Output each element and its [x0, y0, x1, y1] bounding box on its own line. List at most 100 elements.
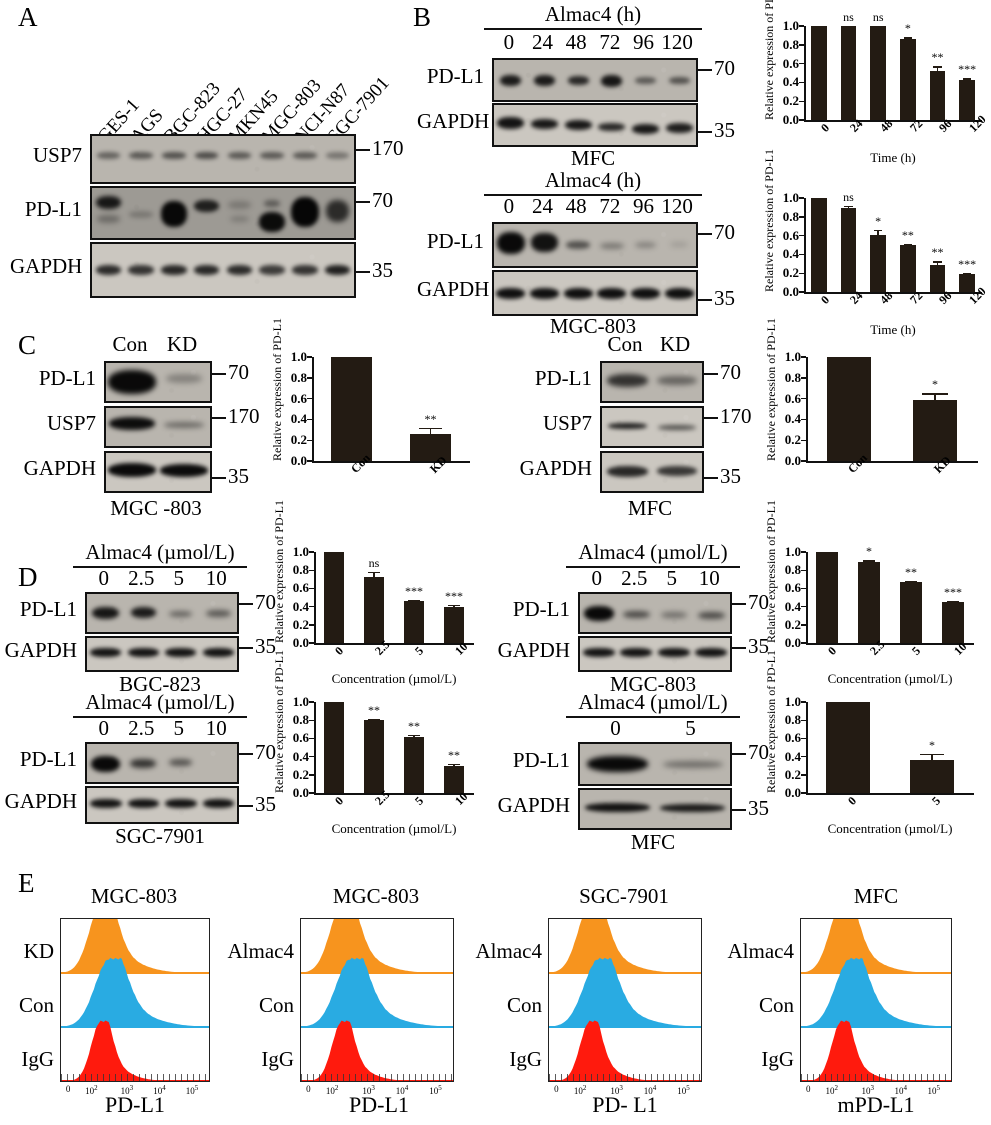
y-tick-mark [307, 397, 312, 400]
y-axis [806, 552, 808, 643]
y-tick-mark [309, 569, 314, 571]
error-cap [408, 734, 420, 737]
blot-band [159, 463, 209, 477]
blot-band [631, 287, 660, 299]
y-tick-mark [799, 119, 804, 121]
blot-box-pd-l1 [104, 361, 212, 403]
blot-band [669, 241, 689, 247]
mw-tick [732, 809, 746, 811]
y-axis [312, 357, 314, 461]
blot-band [96, 151, 121, 159]
y-tick-label: 0.4 [782, 246, 799, 262]
y-tick-mark [309, 737, 314, 740]
mw-tick [239, 753, 253, 755]
error-cap [904, 581, 918, 583]
flow-trace-label: IgG [509, 1046, 542, 1071]
blot-band [292, 265, 318, 275]
y-tick-label: 0.8 [784, 712, 801, 728]
y-axis-label: Relative expression of PD-L1 [764, 650, 778, 793]
blot-noise [494, 60, 696, 100]
lane-label: 5 [666, 566, 678, 590]
blot-band [291, 197, 319, 227]
error-cap [962, 78, 972, 80]
flow-x-tick: 105 [927, 1084, 941, 1096]
blot-box-pd-l1 [578, 592, 732, 634]
y-tick-mark [801, 551, 806, 553]
flow-x-axis-label: PD-L1 [349, 1092, 409, 1117]
mw-tick [239, 647, 253, 649]
bar [363, 577, 385, 643]
x-tick-label: 0 [332, 793, 347, 808]
blot-band [600, 242, 624, 249]
blot-band [632, 124, 659, 134]
y-tick-mark [799, 291, 804, 293]
bar [409, 433, 452, 461]
flow-axis-ticks [61, 1074, 209, 1081]
blot-band [129, 151, 153, 159]
blot-protein-label: PD-L1 [534, 366, 592, 390]
flow-trace-label: Con [758, 992, 794, 1017]
y-axis-label: Relative expression of PD-L1 [270, 318, 284, 461]
lane-label: KD [166, 332, 198, 356]
blot-band [229, 216, 250, 222]
blot-band [293, 151, 317, 159]
error-bar [877, 229, 879, 235]
x-axis-label: Concentration (µmol/L) [827, 671, 953, 686]
blot-header-title: Almac4 (h) [544, 2, 642, 26]
chart-d-sgc7901: 0.0 0.2 0.4 0.6 0.8 1.0 0 ** 2.5 ** 5 ** 10 Relative … [270, 650, 480, 836]
y-tick-mark [801, 439, 806, 441]
y-tick-mark [307, 377, 312, 379]
x-tick-label: 5 [412, 793, 427, 808]
y-tick-mark [801, 737, 806, 740]
blot-band [163, 421, 205, 428]
lane-label: Con [607, 332, 643, 356]
blot-band [657, 647, 690, 657]
panel-letter-c: C [18, 330, 37, 360]
blot-box-pd-l1 [90, 186, 356, 240]
error-cap [946, 600, 960, 603]
blot-band [500, 75, 522, 87]
error-bar [936, 261, 939, 265]
bar [900, 582, 922, 643]
blot-header-title: Almac4 (µmol/L) [85, 540, 235, 564]
chart-b-mgc803: 0.0 0.2 0.4 0.6 0.8 1.0 0 ns 24 * 48 ** 72 ** 96 *** 120… [760, 149, 989, 340]
blot-protein-label: GAPDH [4, 789, 77, 813]
y-tick-label: 0.4 [782, 74, 799, 90]
mw-label: 35 [748, 796, 769, 820]
blot-box-gapdh [90, 242, 356, 298]
bar [826, 702, 870, 793]
flow-trace-label: Con [506, 992, 542, 1017]
y-tick-label: 0.0 [292, 635, 309, 650]
significance-marker: *** [943, 584, 962, 599]
mw-tick [704, 373, 718, 375]
significance-marker: * [928, 737, 935, 752]
blot-protein-label: GAPDH [497, 793, 570, 817]
blot-band [91, 755, 121, 772]
y-tick-mark [309, 774, 314, 776]
y-tick-label: 0.8 [290, 369, 307, 385]
lane-label: 96 [632, 194, 654, 218]
significance-marker: * [904, 21, 911, 36]
flow-trace-con [301, 957, 453, 1027]
mw-tick [704, 477, 718, 479]
lane-label: 10 [205, 716, 227, 740]
blot-band [161, 201, 187, 227]
blot-noise [494, 224, 696, 266]
flow-axis-ticks [801, 1074, 951, 1081]
y-tick-mark [801, 719, 806, 721]
y-tick-mark [801, 642, 806, 644]
chart-c-mfc: 0.0 0.2 0.4 0.6 0.8 1.0 Con * KD Relative express… [762, 318, 984, 505]
mw-label: 35 [255, 634, 276, 658]
error-cap [448, 763, 460, 766]
significance-marker: ** [931, 245, 944, 260]
bar [942, 602, 964, 643]
y-tick-label: 0.4 [784, 748, 801, 764]
blot-band [259, 212, 286, 232]
y-tick-label: 0.2 [784, 766, 801, 782]
blot-band [660, 804, 725, 813]
y-tick-label: 0.2 [290, 432, 307, 448]
lane-label: 5 [173, 716, 185, 740]
y-axis [806, 702, 808, 793]
x-axis [314, 643, 474, 645]
y-tick-mark [799, 234, 804, 237]
